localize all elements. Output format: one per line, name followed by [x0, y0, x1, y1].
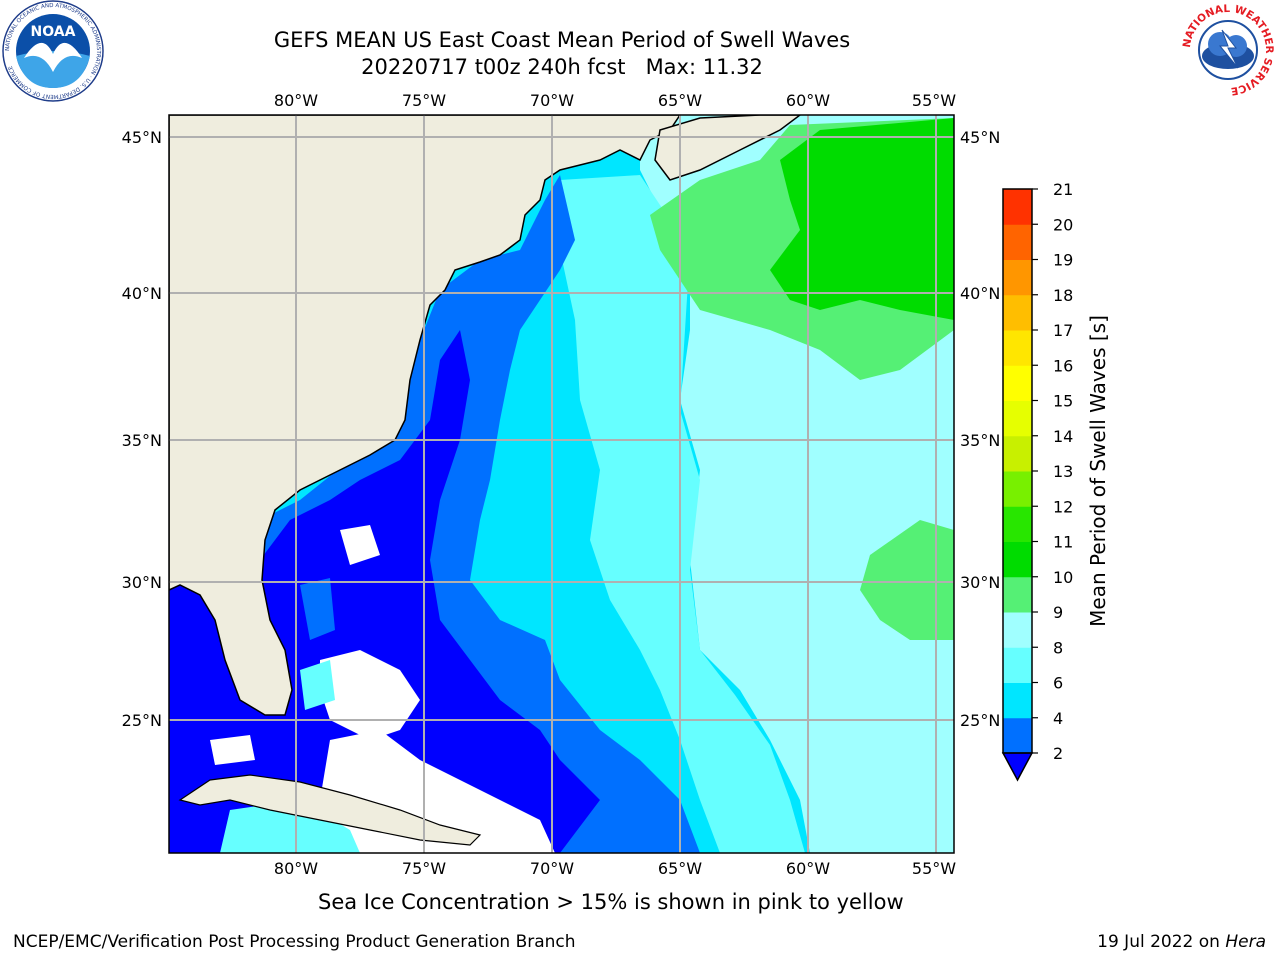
lon-tick-top: 80°W — [274, 91, 318, 110]
no-data-bahamas-west — [320, 650, 420, 740]
colorbar-tick-label: 20 — [1053, 215, 1073, 234]
lat-tick-left: 30°N — [122, 573, 162, 592]
noaa-logo: NOAA NATIONAL OCEANIC AND ATMOSPHERIC AD… — [2, 0, 104, 102]
nws-logo: NATIONAL WEATHER SERVICE — [1179, 1, 1277, 99]
lon-tick-bottom: 65°W — [658, 859, 702, 878]
lon-tick-top: 75°W — [402, 91, 446, 110]
swell-blue-patch — [300, 578, 335, 640]
colorbar-tick-label: 17 — [1053, 321, 1073, 340]
colorbar-label: Mean Period of Swell Waves [s] — [1086, 315, 1110, 627]
colorbar-bands — [1003, 189, 1032, 754]
colorbar-band — [1003, 682, 1032, 719]
lat-tick-left: 35°N — [122, 431, 162, 450]
lat-tick-left: 25°N — [122, 711, 162, 730]
colorbar-band — [1003, 647, 1032, 683]
lat-tick-right: 25°N — [960, 711, 1000, 730]
no-data-patch — [210, 735, 255, 765]
lon-tick-bottom: 55°W — [912, 859, 956, 878]
colorbar-tick-label: 10 — [1053, 568, 1073, 587]
colorbar-band — [1003, 435, 1032, 472]
colorbar: 2 4 6 8 9 10 11 12 13 14 15 16 17 18 19 20 21 Mean Perio… — [1001, 180, 1110, 782]
lon-tick-top: 65°W — [658, 91, 702, 110]
lon-tick-bottom: 80°W — [274, 859, 318, 878]
colorbar-ticks: 2 4 6 8 9 10 11 12 13 14 15 16 17 18 19 20 21 — [1032, 180, 1073, 763]
colorbar-band — [1003, 400, 1032, 437]
lon-ticks-top: 80°W 75°W 70°W 65°W 60°W 55°W — [274, 91, 956, 110]
map-border — [168, 114, 955, 854]
colorbar-tick-label: 15 — [1053, 392, 1073, 411]
no-data-patch-small — [340, 525, 380, 565]
swell-lt-2s-region — [169, 330, 600, 853]
colorbar-tick-label: 6 — [1053, 674, 1063, 693]
colorbar-tick-label: 8 — [1053, 638, 1063, 657]
lon-tick-top: 60°W — [786, 91, 830, 110]
colorbar-band — [1003, 224, 1032, 260]
lat-tick-right: 30°N — [960, 573, 1000, 592]
colorbar-extend-arrow — [1001, 752, 1034, 782]
colorbar-band — [1003, 612, 1032, 648]
lat-tick-right: 35°N — [960, 431, 1000, 450]
colorbar-tick-label: 14 — [1053, 427, 1073, 446]
chart-subtitle: 20220717 t00z 240h fcst Max: 11.32 — [361, 55, 763, 79]
colorbar-tick-label: 12 — [1053, 497, 1073, 516]
footer-host: Hera — [1225, 932, 1266, 952]
colorbar-band — [1003, 294, 1032, 331]
colorbar-band — [1003, 471, 1032, 507]
colorbar-tick-label: 4 — [1053, 709, 1063, 728]
colorbar-band — [1003, 506, 1032, 542]
lat-tick-right: 40°N — [960, 284, 1000, 303]
swell-9-10s-region-se — [860, 520, 954, 640]
graticule — [169, 115, 954, 853]
lon-tick-bottom: 70°W — [530, 859, 574, 878]
swell-cyan-cuba — [220, 800, 360, 853]
colorbar-tick-label: 13 — [1053, 462, 1073, 481]
lon-tick-bottom: 60°W — [786, 859, 830, 878]
lon-tick-bottom: 75°W — [402, 859, 446, 878]
colorbar-tick-label: 19 — [1053, 251, 1073, 270]
land-nova-scotia — [654, 115, 802, 181]
swell-cyan-florida — [300, 660, 335, 710]
lon-ticks-bottom: 80°W 75°W 70°W 65°W 60°W 55°W — [274, 859, 956, 878]
sea-ice-caption: Sea Ice Concentration > 15% is shown in … — [318, 890, 904, 914]
swell-6-8s-region — [560, 175, 805, 853]
swell-10-11s-region — [770, 118, 954, 320]
colorbar-band — [1003, 541, 1032, 578]
footer-credit: NCEP/EMC/Verification Post Processing Pr… — [13, 932, 576, 952]
colorbar-band — [1003, 259, 1032, 296]
colorbar-band — [1003, 189, 1032, 225]
land-cuba — [178, 774, 482, 846]
map-frame[interactable] — [168, 114, 955, 854]
colorbar-band — [1003, 717, 1032, 754]
colorbar-tick-label: 11 — [1053, 533, 1073, 552]
lat-ticks-left: 45°N 40°N 35°N 30°N 25°N — [122, 128, 162, 730]
noaa-logo-text: NOAA — [31, 24, 76, 40]
colorbar-band — [1003, 365, 1032, 401]
lon-tick-top: 70°W — [530, 91, 574, 110]
colorbar-tick-label: 9 — [1053, 603, 1063, 622]
chart-title: GEFS MEAN US East Coast Mean Period of S… — [273, 28, 851, 52]
colorbar-tick-label: 16 — [1053, 356, 1073, 375]
colorbar-band — [1003, 576, 1032, 613]
footer-date-text: 19 Jul 2022 on — [1097, 932, 1226, 952]
lat-tick-left: 40°N — [122, 284, 162, 303]
colorbar-tick-label: 18 — [1053, 286, 1073, 305]
lat-tick-left: 45°N — [122, 128, 162, 147]
footer-date: 19 Jul 2022 on Hera — [1097, 932, 1266, 952]
lat-ticks-right: 45°N 40°N 35°N 30°N 25°N — [960, 128, 1000, 730]
lon-tick-top: 55°W — [912, 91, 956, 110]
colorbar-tick-label: 21 — [1053, 180, 1073, 199]
lat-tick-right: 45°N — [960, 128, 1000, 147]
colorbar-band — [1003, 330, 1032, 366]
colorbar-tick-label: 2 — [1053, 744, 1063, 763]
